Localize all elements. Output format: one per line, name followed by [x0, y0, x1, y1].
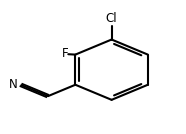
Text: N: N: [9, 78, 17, 91]
Text: Cl: Cl: [106, 12, 117, 25]
Text: F: F: [62, 47, 68, 60]
